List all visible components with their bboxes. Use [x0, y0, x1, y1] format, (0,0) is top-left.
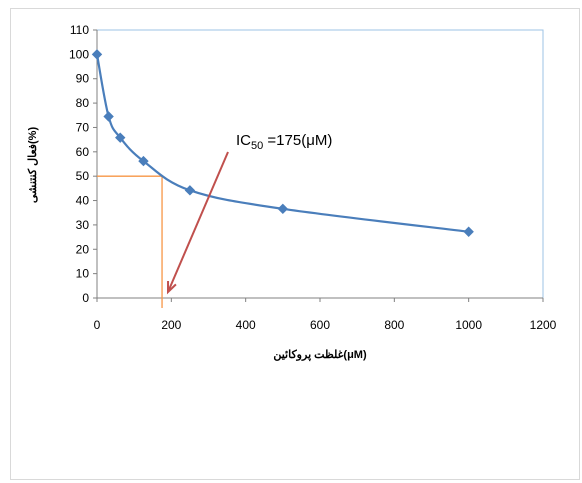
data-point	[184, 185, 196, 196]
y-tick-label: 80	[76, 96, 90, 110]
y-axis-title: فعال کنتنشی(%)	[27, 127, 39, 204]
x-tick-label: 800	[384, 318, 404, 332]
y-tick-label: 20	[76, 242, 90, 256]
y-tick-label: 40	[76, 194, 90, 208]
y-tick-label: 50	[76, 169, 90, 183]
x-tick-label: 600	[310, 318, 330, 332]
ic50-guide-lines	[97, 175, 163, 308]
y-tick-label: 0	[82, 291, 89, 305]
data-point	[138, 155, 149, 167]
data-point	[463, 226, 474, 237]
y-tick-label: 110	[70, 23, 89, 37]
data-point	[115, 132, 126, 143]
ic50-label: IC50 =175(μM)	[236, 132, 332, 152]
y-tick-label: 10	[76, 267, 90, 281]
x-tick-label: 1200	[530, 318, 557, 332]
arrow-head	[166, 280, 177, 295]
x-tick-label: 200	[161, 318, 181, 332]
x-axis-title: غلظت پروکائین(μM)	[273, 349, 367, 361]
ic50-arrow	[166, 151, 229, 295]
x-tick-label: 400	[236, 318, 256, 332]
chart-axes: 0 10 20 30 40 50 60 70 80 90 100 110 0 200 400 600 800 10…	[69, 23, 557, 332]
y-tick-label: 90	[76, 72, 90, 86]
y-tick-label: 60	[76, 145, 90, 159]
y-tick-label: 70	[76, 120, 90, 134]
data-point	[277, 203, 289, 215]
data-point	[91, 49, 103, 60]
x-tick-label: 0	[94, 318, 101, 332]
y-tick-label: 30	[76, 218, 90, 232]
chart-series	[91, 49, 474, 237]
x-tick-label: 1000	[455, 318, 482, 332]
chart-frame	[10, 8, 580, 480]
plot-area	[96, 29, 544, 299]
y-tick-label: 100	[69, 47, 89, 61]
arrow-shaft	[167, 151, 229, 293]
data-point	[103, 111, 114, 122]
